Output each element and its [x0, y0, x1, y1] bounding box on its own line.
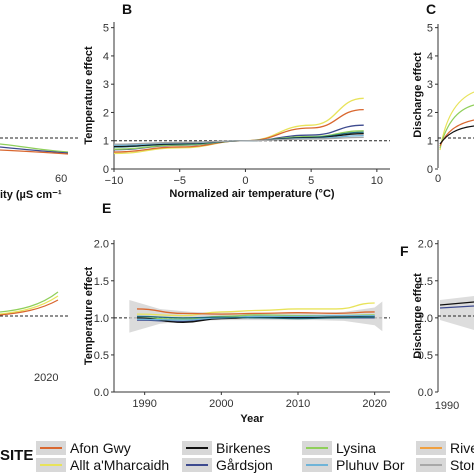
y-tick-label: 3: [427, 79, 433, 91]
y-tick-label: 1.0: [418, 313, 433, 325]
y-tick-label: 3: [103, 79, 109, 91]
y-tick-label: 5: [427, 23, 433, 35]
x-tick-label: 5: [308, 175, 314, 187]
y-tick-label: 1: [103, 136, 109, 148]
y-tick-label: 0: [427, 164, 433, 176]
panel-label-e: E: [102, 200, 111, 216]
y-tick-label: 2.0: [94, 239, 109, 251]
y-tick-label: 0.5: [94, 350, 109, 362]
x-tick-label: 0: [242, 175, 248, 187]
panel-f-xtick-1990: 1990: [435, 400, 459, 412]
legend-label: River Eth: [450, 440, 474, 456]
series-line-4: [136, 315, 375, 323]
x-tick-label: 2010: [286, 398, 310, 410]
legend-label: Pluhuv Bor: [336, 457, 405, 473]
panel-e: E 0.0 0.5 1.0 1.5 2.0 1990 2000 2010 2020 Year Tem…: [83, 200, 390, 425]
legend-label: Afon Gwy: [70, 440, 131, 456]
x-tick-label: 2000: [209, 398, 233, 410]
y-tick-label: 5: [103, 23, 109, 35]
panel-b: B 0 1 2 3 4 5 −10 −5 0 5 10 Normalized air temperat…: [83, 1, 390, 200]
y-tick-label: 4: [103, 51, 109, 63]
series-line-5: [136, 314, 375, 321]
x-tick-label: 2020: [362, 398, 386, 410]
panel-c-ylabel: Discharge effect: [412, 52, 424, 138]
y-axis-label: Temperature effect: [83, 46, 95, 145]
panel-a-fragment: 60 ity (µS cm⁻¹: [0, 137, 80, 201]
panel-d-xtick-2020: 2020: [34, 372, 58, 384]
panel-a-tick-60: 60: [55, 173, 67, 185]
legend-label: Birkenes: [216, 440, 270, 456]
panel-label-c: C: [426, 1, 436, 17]
x-tick-label: −10: [105, 175, 124, 187]
panel-f-ylabel: Discharge effect: [412, 273, 424, 359]
y-axis-label: Temperature effect: [83, 267, 95, 366]
y-tick-label: 0: [103, 164, 109, 176]
y-tick-label: 0.0: [94, 387, 109, 399]
legend-label: Gårdsjon: [216, 457, 273, 473]
y-tick-label: 1: [427, 136, 433, 148]
y-tick-label: 4: [427, 51, 433, 63]
series-line-1: [136, 308, 375, 315]
y-tick-label: 1.5: [418, 276, 433, 288]
y-tick-label: 0.5: [418, 350, 433, 362]
y-tick-label: 1.5: [94, 276, 109, 288]
panel-label-f: F: [400, 243, 409, 259]
x-axis-label: Normalized air temperature (°C): [169, 188, 334, 200]
y-tick-label: 2: [103, 107, 109, 119]
panel-a-xlabel-fragment: ity (µS cm⁻¹: [0, 189, 62, 201]
x-axis-label: Year: [240, 413, 264, 425]
series-line-7: [113, 136, 364, 145]
panel-c-fragment: C 0 1 2 3 4 5 Discharge effect 0: [412, 1, 474, 185]
panel-d-fragment: 2020: [0, 291, 70, 384]
y-tick-label: 2: [427, 107, 433, 119]
y-tick-label: 2.0: [418, 239, 433, 251]
legend-label: Allt a'Mharcaidh: [70, 457, 169, 473]
legend-label: Storgama: [450, 457, 474, 473]
x-tick-label: −5: [173, 175, 186, 187]
panel-c-xtick-0: 0: [435, 173, 441, 185]
legend-label: Lysina: [336, 440, 376, 456]
panel-f-fragment: F 0.0 0.5 1.0 1.5 2.0 Discharge effect 1990: [400, 239, 474, 412]
x-tick-label: 1990: [132, 398, 156, 410]
y-tick-label: 1.0: [94, 313, 109, 325]
series-line-6: [136, 315, 375, 320]
y-tick-label: 0.0: [418, 387, 433, 399]
panel-label-b: B: [122, 1, 132, 17]
series-line-0: [136, 302, 375, 317]
legend-title: SITE: [0, 447, 33, 464]
x-tick-label: 10: [371, 175, 383, 187]
